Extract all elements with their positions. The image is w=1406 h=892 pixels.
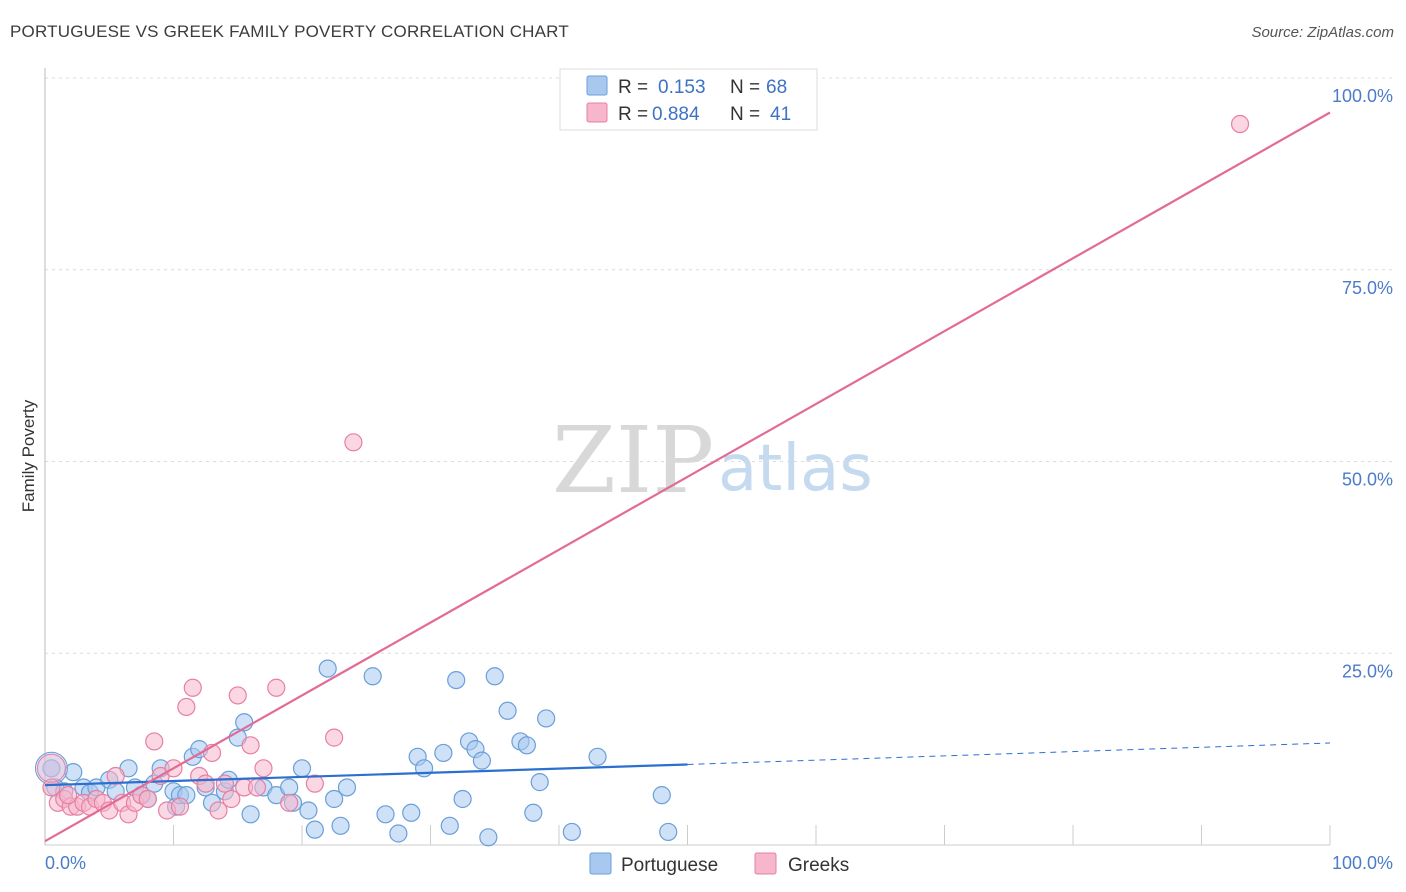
portuguese-point <box>440 816 459 835</box>
portuguese-point <box>402 803 421 822</box>
y-tick-labels: 25.0% 50.0% 75.0% 100.0% <box>1332 86 1393 681</box>
trend-lines <box>44 111 1331 843</box>
portuguese-point <box>292 759 312 778</box>
legend-r-label-greeks: R = <box>618 104 648 125</box>
portuguese-point <box>389 824 408 843</box>
greeks-point <box>59 786 78 805</box>
watermark-zip: ZIP <box>552 407 714 514</box>
portuguese-point <box>299 801 318 820</box>
greeks-point <box>247 778 267 797</box>
portuguese-point <box>363 667 382 686</box>
portuguese-point <box>479 828 498 847</box>
portuguese-trend-line <box>44 763 688 787</box>
x-tick-label-min: 0.0% <box>45 853 86 873</box>
greeks-point <box>305 774 324 793</box>
greeks-point <box>145 732 164 751</box>
portuguese-point <box>517 736 536 755</box>
portuguese-point <box>530 773 549 792</box>
portuguese-point <box>305 820 324 839</box>
legend-bottom-label-greeks: Greeks <box>788 855 849 876</box>
legend-r-value-portuguese: 0.153 <box>658 77 706 98</box>
gridlines <box>45 77 1395 654</box>
portuguese-point <box>652 786 671 805</box>
greeks-point <box>325 728 344 747</box>
greeks-point-cluster <box>36 753 66 783</box>
legend-n-value-portuguese: 68 <box>766 77 787 98</box>
greeks-point <box>183 678 202 697</box>
legend-n-label-portuguese: N = <box>730 77 760 98</box>
watermark-atlas: atlas <box>718 432 873 506</box>
legend-n-value-greeks: 41 <box>770 104 791 125</box>
portuguese-point <box>472 751 491 770</box>
greeks-point <box>254 759 273 778</box>
greeks-point <box>344 433 363 452</box>
portuguese-point <box>42 759 61 778</box>
legend-bottom-swatch-greeks <box>754 852 777 875</box>
greeks-point <box>177 697 196 717</box>
portuguese-point <box>498 701 517 720</box>
portuguese-point <box>588 747 607 766</box>
y-tick-label-50: 50.0% <box>1342 470 1393 490</box>
greeks-point <box>267 678 286 697</box>
chart-title: PORTUGUESE VS GREEK FAMILY POVERTY CORRE… <box>10 22 569 41</box>
portuguese-point <box>376 805 395 824</box>
legend-bottom: Portuguese Greeks <box>589 852 849 876</box>
greeks-point <box>280 793 299 812</box>
portuguese-point <box>414 759 434 778</box>
portuguese-point <box>280 778 299 797</box>
portuguese-point <box>337 778 357 797</box>
greeks-points <box>36 114 1250 824</box>
legend-r-label-portuguese: R = <box>618 77 648 98</box>
portuguese-point <box>331 816 350 835</box>
portuguese-point <box>537 709 556 728</box>
legend-bottom-label-portuguese: Portuguese <box>621 855 718 876</box>
portuguese-point <box>485 667 504 686</box>
greeks-trend-line <box>44 111 1331 843</box>
greeks-point <box>196 774 215 793</box>
portuguese-point <box>325 789 344 809</box>
source-label: Source: ZipAtlas.com <box>1251 24 1394 41</box>
legend-top: R = 0.153 N = 68 R = 0.884 N = 41 <box>559 68 818 131</box>
y-axis-label: Family Poverty <box>19 399 38 512</box>
greeks-point <box>241 736 260 755</box>
legend-n-label-greeks: N = <box>730 104 760 125</box>
greeks-point <box>138 789 157 809</box>
legend-r-value-greeks: 0.884 <box>652 104 700 125</box>
greeks-point <box>170 797 190 816</box>
legend-swatch-portuguese <box>586 75 608 96</box>
portuguese-point <box>318 659 337 678</box>
x-tick-label-max: 100.0% <box>1332 853 1393 873</box>
y-tick-label-75: 75.0% <box>1342 278 1393 298</box>
y-tick-label-25: 25.0% <box>1342 661 1393 681</box>
greeks-point <box>42 778 61 797</box>
greeks-point <box>222 789 241 809</box>
greeks-point <box>215 774 234 793</box>
portuguese-point <box>524 803 543 822</box>
portuguese-point <box>453 789 472 809</box>
greeks-point <box>106 766 125 786</box>
legend-bottom-swatch-portuguese <box>589 852 612 875</box>
portuguese-point <box>447 670 466 690</box>
x-tick-marks <box>173 825 1331 845</box>
greeks-point <box>228 686 247 705</box>
legend-swatch-greeks <box>586 102 608 123</box>
portuguese-point <box>241 805 260 824</box>
greeks-point <box>1230 114 1250 134</box>
greeks-point <box>209 801 228 820</box>
portuguese-point <box>562 822 581 842</box>
portuguese-point <box>659 822 678 842</box>
portuguese-point <box>434 743 453 763</box>
portuguese-trend-extension <box>687 742 1331 765</box>
y-tick-label-100: 100.0% <box>1332 86 1393 106</box>
